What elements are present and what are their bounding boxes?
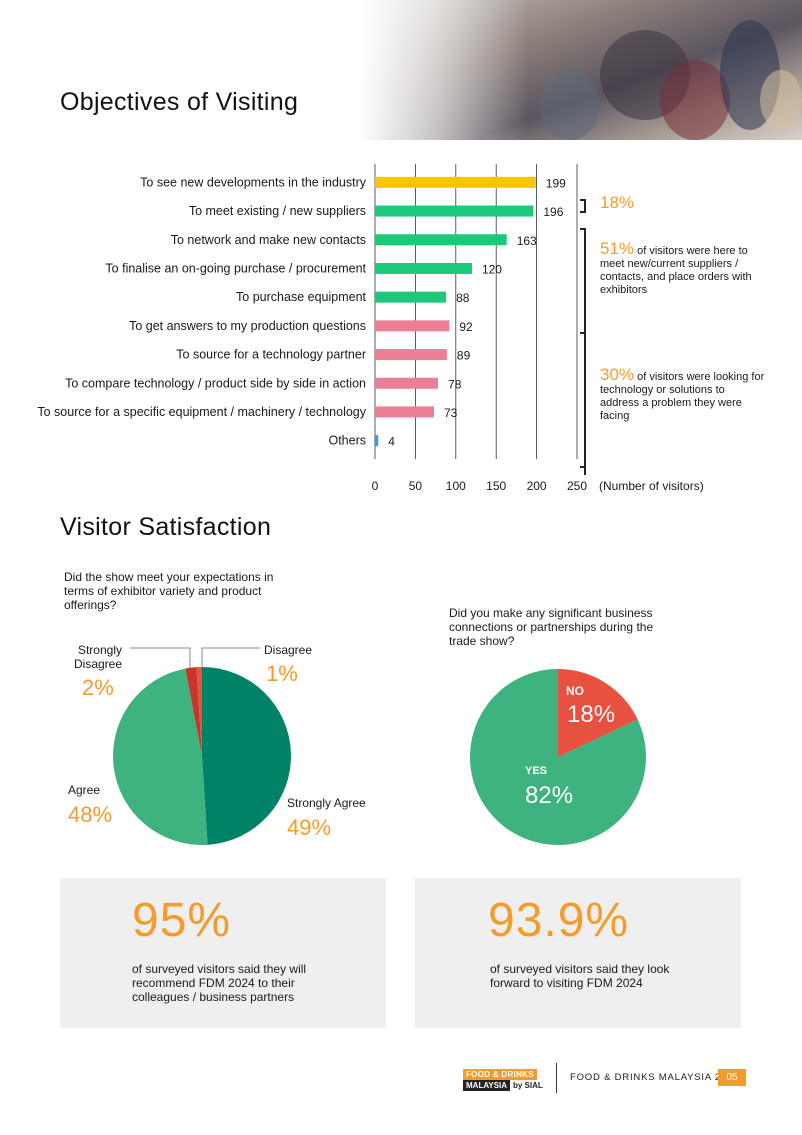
pie2-pct-yes: 82% [525, 782, 574, 809]
bar-label-6: To source for a technology partner [176, 348, 366, 362]
bar-label-0: To see new developments in the industry [140, 175, 367, 189]
stat-recommend-value: 95% [132, 894, 232, 947]
objectives-bar-chart: 0 50 100 150 200 250 (Number of visitors) To se… [37, 164, 704, 493]
x-tick-50: 50 [409, 479, 423, 493]
bar-value-7: 78 [448, 377, 462, 391]
bar-8 [375, 406, 434, 418]
pie2-slice-no [558, 669, 638, 757]
annotation-18: 18% [600, 193, 635, 212]
bar-1 [375, 205, 534, 217]
annotation-30-pct: 30% [600, 365, 635, 384]
bar-0 [375, 176, 536, 188]
pie1-label-strongly-disagree: Strongly Disagree [74, 643, 122, 671]
bar-6 [375, 349, 447, 361]
stat-return-value: 93.9% [488, 894, 630, 947]
pie1-label-agree: Agree [68, 783, 101, 797]
bar-9 [375, 435, 379, 447]
bar-3 [375, 262, 472, 274]
objectives-title: Objectives of Visiting [60, 88, 299, 116]
annotation-18-pct: 18% [600, 193, 635, 212]
bar-label-8: To source for a specific equipment / mac… [37, 405, 366, 419]
bar-value-1: 196 [543, 205, 563, 219]
x-tick-0: 0 [372, 479, 379, 493]
pie1-label-strongly-disagree-l1: Strongly [77, 643, 122, 657]
pie1-pct-agree: 48% [68, 802, 113, 827]
pie1-pct-strongly-agree: 49% [287, 815, 332, 840]
header-photo [360, 0, 802, 140]
logo-line1: FOOD & DRINKS [463, 1069, 537, 1080]
bar-label-7: To compare technology / product side by … [65, 376, 366, 390]
bar-value-4: 88 [456, 291, 470, 305]
bar-label-2: To network and make new contacts [171, 233, 366, 247]
x-axis-unit: (Number of visitors) [599, 479, 704, 493]
bar-value-8: 73 [444, 406, 458, 420]
pie1-leader-lines [130, 647, 260, 668]
bar-4 [375, 291, 447, 303]
pie1-label-disagree: Disagree [264, 643, 313, 657]
question-connections: Did you make any significant business co… [449, 606, 654, 648]
annotation-30-text: of visitors were looking for technology … [600, 371, 765, 422]
bar-5 [375, 320, 450, 332]
pie1-slice-strongly-disagree [185, 667, 202, 756]
pie1-slice-disagree [196, 667, 202, 756]
footer-title: FOOD & DRINKS MALAYSIA 2023 [570, 1072, 740, 1083]
question-expectations: Did the show meet your expectations in t… [64, 570, 274, 612]
stat-return-text: of surveyed visitors said they look forw… [490, 962, 670, 990]
pie1-label-strongly-disagree-l2: Disagree [74, 657, 123, 671]
bar-label-4: To purchase equipment [236, 290, 366, 304]
logo-line3: by SIAL [513, 1081, 543, 1090]
x-tick-200: 200 [527, 479, 547, 493]
pie2-pct-no: 18% [567, 701, 616, 728]
annotation-51-pct: 51% [600, 239, 635, 258]
pie2-label-yes: YES [525, 765, 548, 777]
connections-pie-chart [470, 669, 646, 845]
pie1-label-strongly-agree: Strongly Agree [287, 796, 366, 810]
pie1-pct-disagree: 1% [266, 661, 298, 686]
pie2-slice-yes [470, 669, 646, 845]
bar-value-3: 120 [482, 262, 502, 276]
fdm-logo: FOOD & DRINKS MALAYSIA by SIAL [463, 1069, 543, 1095]
bar-label-5: To get answers to my production question… [129, 319, 366, 333]
x-tick-150: 150 [486, 479, 506, 493]
bar-value-2: 163 [517, 234, 537, 248]
satisfaction-title: Visitor Satisfaction [60, 513, 272, 541]
bar-7 [375, 377, 439, 389]
annotation-30: 30% of visitors were looking for technol… [600, 365, 765, 423]
bar-value-5: 92 [459, 320, 473, 334]
annotation-51-text: of visitors were here to meet new/curren… [600, 245, 752, 296]
bar-label-1: To meet existing / new suppliers [189, 204, 366, 218]
bar-value-6: 89 [457, 349, 471, 363]
bar-value-0: 199 [546, 176, 566, 190]
pie2-label-no: NO [566, 684, 584, 698]
x-tick-250: 250 [567, 479, 587, 493]
x-tick-100: 100 [446, 479, 466, 493]
pie1-pct-strongly-disagree: 2% [82, 675, 114, 700]
pie1-slice-strongly-agree [202, 667, 291, 845]
annotation-51: 51% of visitors were here to meet new/cu… [600, 239, 765, 297]
footer-divider [556, 1063, 557, 1093]
stat-box-return [415, 878, 741, 1028]
bar-label-9: Others [328, 434, 366, 448]
page-number: 05 [718, 1069, 746, 1086]
expectations-pie-chart [113, 667, 291, 845]
pie1-slice-agree [113, 668, 208, 845]
bar-label-3: To finalise an on-going purchase / procu… [105, 261, 366, 275]
stat-box-recommend [60, 878, 386, 1028]
bar-value-9: 4 [388, 435, 395, 449]
bar-2 [375, 234, 507, 246]
logo-line2: MALAYSIA [463, 1080, 511, 1091]
annotation-brackets [580, 199, 586, 475]
stat-recommend-text: of surveyed visitors said they will reco… [132, 962, 307, 1004]
